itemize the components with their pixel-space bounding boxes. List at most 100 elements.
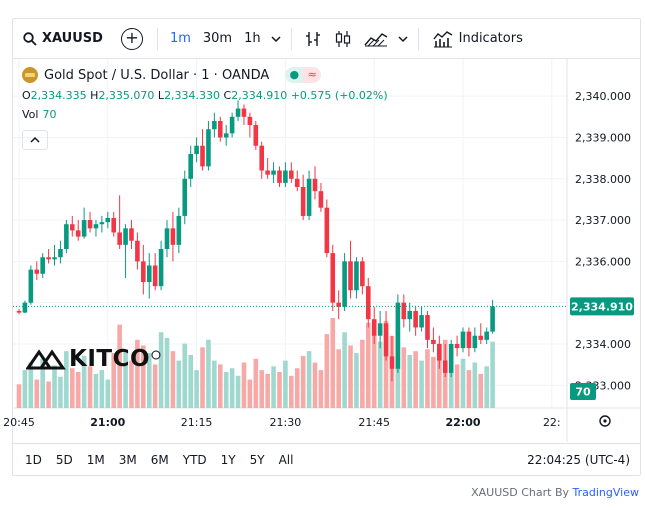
interval-1h[interactable]: 1h: [244, 31, 261, 46]
volume-value: 70: [42, 108, 57, 121]
bar-style-button[interactable]: [298, 19, 328, 59]
high-label: H: [90, 89, 99, 102]
volume-bar: [306, 351, 312, 408]
candle-body: [371, 319, 377, 336]
volume-bar: [141, 345, 146, 408]
volume-bar: [194, 370, 199, 408]
range-ytd[interactable]: YTD: [182, 453, 207, 467]
volume-bar: [478, 373, 484, 408]
volume-bar: [164, 337, 170, 408]
candle-body: [194, 145, 199, 154]
volume-bar: [336, 349, 341, 408]
interval-30m[interactable]: 30m: [202, 31, 233, 46]
volume-bar: [466, 370, 472, 408]
interval-dropdown[interactable]: [267, 19, 285, 59]
open-label: O: [22, 89, 31, 102]
range-1y[interactable]: 1Y: [220, 453, 236, 467]
change-value: +0.575 (+0.02%): [290, 89, 388, 102]
volume-bar: [93, 373, 99, 408]
candle-body: [200, 145, 205, 167]
candle-body: [206, 129, 211, 167]
candle-body: [123, 228, 128, 245]
indicators-button[interactable]: Indicators: [425, 19, 531, 59]
volume-bar: [360, 339, 365, 408]
candle-body: [52, 257, 57, 260]
candle-body: [330, 253, 336, 303]
volume-bar: [235, 375, 241, 408]
volume-bar: [425, 349, 430, 408]
range-1m[interactable]: 1M: [86, 453, 105, 467]
candle-body: [419, 315, 424, 328]
kitco-wordmark: KITCO: [69, 346, 151, 372]
chevron-down-icon: [271, 35, 281, 42]
volume-bar: [34, 379, 40, 408]
volume-bar: [28, 362, 34, 408]
settings-icon[interactable]: [599, 415, 611, 427]
toolbar-divider: [156, 27, 158, 50]
time-tick-label: 21:15: [181, 416, 213, 429]
volume-bar: [419, 360, 424, 408]
volume-bar: [117, 324, 122, 408]
volume-bar: [217, 364, 223, 408]
symbol-label: XAUUSD: [42, 31, 103, 46]
volume-bar: [229, 368, 235, 408]
volume-bar: [271, 366, 276, 408]
area-style-button[interactable]: [358, 19, 394, 59]
volume-bar: [52, 365, 57, 408]
chart-style-dropdown[interactable]: [394, 19, 412, 59]
compare-button[interactable]: +: [113, 19, 151, 59]
candle-body: [342, 261, 347, 307]
range-5y[interactable]: 5Y: [249, 453, 265, 467]
candle-body: [164, 228, 170, 249]
market-status-pill[interactable]: ● ≈: [285, 67, 322, 83]
price-tick-label: 2,340.000: [575, 90, 631, 103]
candle-body: [312, 178, 318, 192]
collapse-legend-button[interactable]: [22, 130, 48, 150]
candle-body: [360, 261, 365, 287]
price-axis: 2,340.000 2,339.000 2,338.000 2,337.000 2,33…: [570, 90, 634, 400]
toolbar-divider: [417, 27, 419, 50]
candle-body: [22, 302, 28, 313]
volume-bar: [152, 364, 158, 408]
volume-bar: [22, 370, 28, 408]
candle-body: [117, 232, 122, 245]
candle-body: [377, 323, 383, 336]
candles: [16, 100, 495, 382]
range-5d[interactable]: 5D: [55, 453, 73, 467]
range-all[interactable]: All: [278, 453, 294, 467]
volume-bar: [158, 332, 164, 408]
candle-body: [454, 343, 460, 349]
volume-bar: [437, 343, 442, 408]
candle-body: [425, 315, 430, 340]
clock[interactable]: 22:04:25 (UTC-4): [527, 453, 630, 467]
bars-icon: [305, 31, 320, 46]
candle-body: [448, 343, 454, 373]
volume-bar: [277, 372, 282, 408]
volume-bar: [40, 358, 45, 408]
interval-1m[interactable]: 1m: [169, 31, 191, 46]
candle-body: [271, 170, 276, 175]
candle-body: [294, 178, 300, 188]
range-1d[interactable]: 1D: [25, 453, 42, 467]
last-volume-badge: [570, 383, 596, 400]
candles-style-button[interactable]: [328, 19, 358, 59]
volume-bar: [377, 341, 383, 408]
range-6m[interactable]: 6M: [150, 453, 169, 467]
last-volume-label: 70: [575, 386, 591, 399]
candle-body: [306, 178, 312, 216]
candle-body: [34, 269, 40, 274]
volume-bar: [289, 375, 294, 408]
range-3m[interactable]: 3M: [118, 453, 137, 467]
symbol-search[interactable]: XAUUSD: [13, 19, 113, 59]
volume-bar: [342, 332, 347, 408]
tradingview-link[interactable]: TradingView: [572, 486, 639, 499]
time-tick-label: 21:30: [270, 416, 302, 429]
indicators-icon: [433, 30, 452, 47]
volume-bar: [46, 381, 51, 408]
candle-body: [170, 228, 176, 245]
close-label: C: [223, 89, 232, 102]
attribution[interactable]: XAUUSD Chart By TradingView: [471, 486, 639, 499]
candle-body: [223, 133, 229, 138]
volume-bar: [454, 364, 460, 408]
